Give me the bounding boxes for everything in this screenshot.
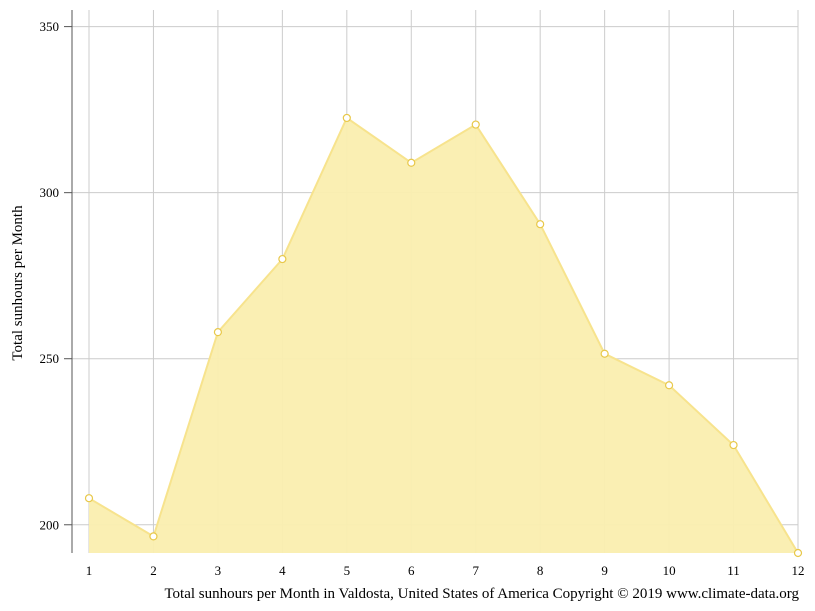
- x-tick-label: 2: [150, 563, 157, 578]
- y-tick-label: 300: [40, 185, 60, 200]
- x-tick-label: 9: [601, 563, 608, 578]
- data-point-month-7: [471, 120, 480, 129]
- x-tick-label: 11: [727, 563, 740, 578]
- data-point-month-10: [664, 381, 674, 390]
- y-axis-ticks: 200 250 300 350: [40, 19, 72, 532]
- x-tick-label: 10: [663, 563, 676, 578]
- x-tick-label: 4: [279, 563, 286, 578]
- y-axis-title: Total sunhours per Month: [10, 205, 26, 361]
- data-point-month-12: [793, 548, 803, 558]
- data-point-month-8: [536, 220, 545, 229]
- x-tick-label: 7: [472, 563, 479, 578]
- data-point-month-2: [149, 532, 158, 541]
- data-point-month-11: [729, 440, 738, 450]
- data-point-month-6: [407, 158, 416, 167]
- data-point-month-5: [342, 113, 351, 123]
- chart-caption: Total sunhours per Month in Valdosta, Un…: [164, 586, 799, 602]
- x-tick-label: 8: [537, 563, 544, 578]
- x-tick-label: 5: [344, 563, 351, 578]
- y-tick-label: 200: [40, 517, 60, 532]
- y-tick-label: 350: [40, 19, 60, 34]
- sunhours-area: [89, 117, 798, 554]
- data-point-month-3: [213, 328, 223, 337]
- x-tick-label: 1: [86, 563, 93, 578]
- data-markers: [84, 113, 803, 558]
- data-point-month-9: [600, 349, 609, 358]
- x-tick-label: 3: [215, 563, 222, 578]
- data-point-month-1: [84, 494, 94, 503]
- x-tick-label: 12: [792, 563, 805, 578]
- x-tick-label: 6: [408, 563, 415, 578]
- sunhours-line: [88, 116, 799, 554]
- y-tick-label: 250: [40, 351, 60, 366]
- data-point-month-4: [278, 254, 287, 264]
- x-axis-ticks: 1 2 3 4 5 6 7 8 9 10 11 12: [86, 563, 805, 578]
